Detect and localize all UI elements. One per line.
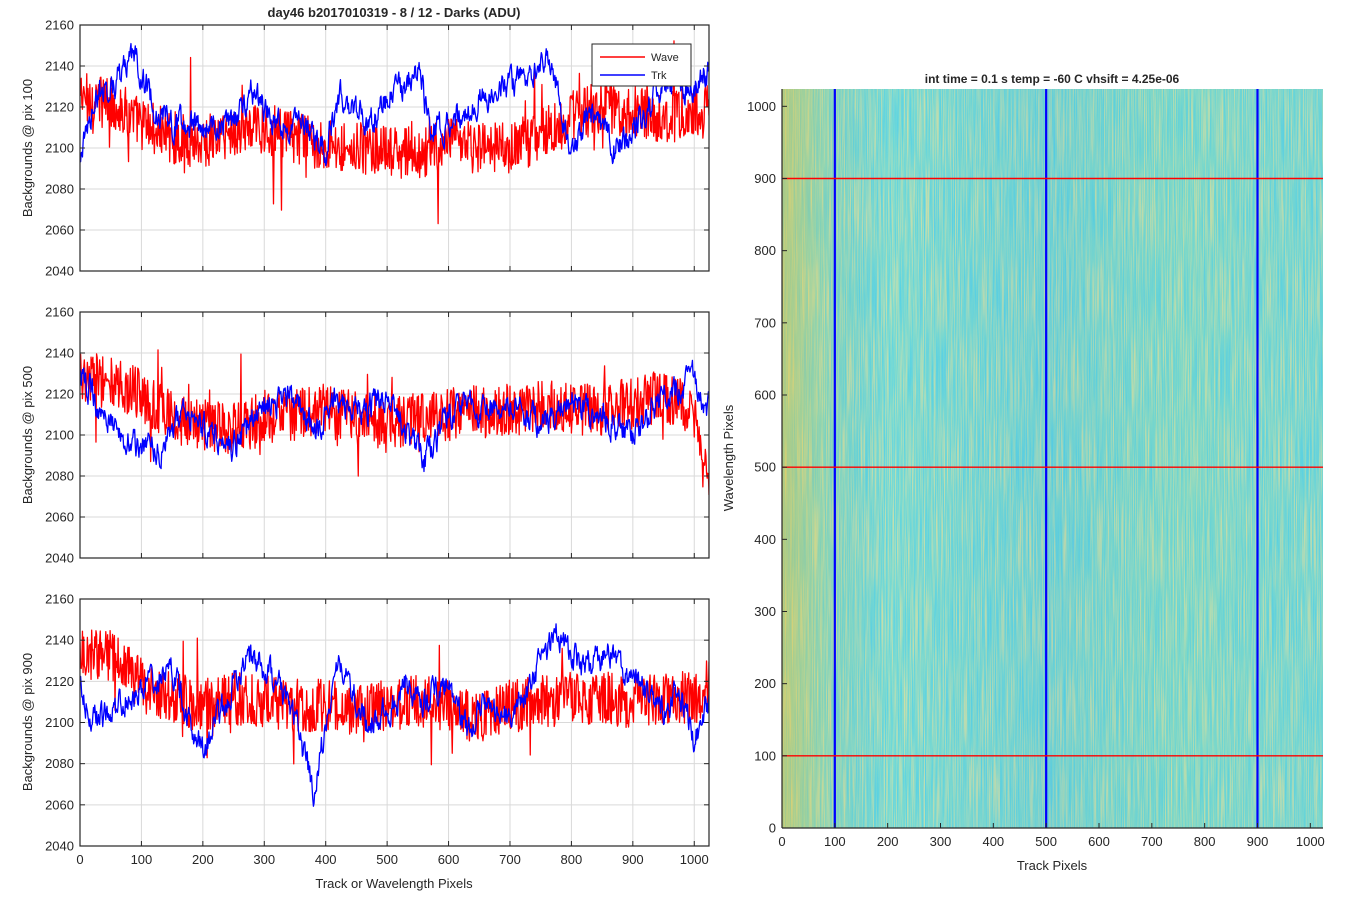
- x-tick-label: 900: [622, 852, 644, 867]
- heatmap-x-tick-label: 100: [824, 834, 846, 849]
- y-tick-label: 2060: [45, 223, 74, 238]
- series-line-wave: [80, 40, 709, 225]
- heatmap-x-tick-label: 400: [982, 834, 1004, 849]
- y-tick-label: 2100: [45, 141, 74, 156]
- y-tick-label: 2160: [45, 305, 74, 320]
- heatmap-y-tick-label: 300: [754, 604, 776, 619]
- y-tick-label: 2120: [45, 674, 74, 689]
- y-tick-label: 2040: [45, 551, 74, 566]
- x-tick-label: 300: [253, 852, 275, 867]
- x-tick-label: 200: [192, 852, 214, 867]
- x-tick-label: 0: [76, 852, 83, 867]
- y-tick-label: 2160: [45, 592, 74, 607]
- heatmap-y-tick-label: 800: [754, 243, 776, 258]
- x-tick-label: 1000: [680, 852, 709, 867]
- x-tick-label: 800: [561, 852, 583, 867]
- series-group: [80, 623, 709, 807]
- series-line-wave: [80, 629, 709, 766]
- series-line-trk: [80, 42, 709, 167]
- y-tick-label: 2140: [45, 633, 74, 648]
- y-tick-label: 2040: [45, 264, 74, 279]
- series-line-wave: [80, 349, 709, 495]
- legend: Wave Trk: [591, 43, 692, 87]
- heatmap-y-tick-label: 100: [754, 748, 776, 763]
- heatmap-x-tick-label: 1000: [1296, 834, 1325, 849]
- y-tick-label: 2140: [45, 346, 74, 361]
- x-tick-label: 400: [315, 852, 337, 867]
- y-tick-label: 2140: [45, 59, 74, 74]
- y-tick-label: 2060: [45, 797, 74, 812]
- plot-frame: [79, 598, 710, 847]
- heatmap-x-tick-label: 0: [778, 834, 785, 849]
- heatmap-x-tick-label: 200: [877, 834, 899, 849]
- y-tick-label: 2100: [45, 428, 74, 443]
- heatmap-y-tick-label: 700: [754, 315, 776, 330]
- heatmap-x-tick-label: 500: [1035, 834, 1057, 849]
- series-group: [80, 349, 709, 495]
- x-tick-label: 500: [376, 852, 398, 867]
- series-line-trk: [80, 623, 709, 807]
- heatmap-x-tick-label: 700: [1141, 834, 1163, 849]
- heatmap-x-tick-label: 300: [930, 834, 952, 849]
- heatmap-y-tick-label: 400: [754, 532, 776, 547]
- ticks: 0 100 200 300 400 500 600 700 800 900 1000 2040 2060…: [45, 592, 709, 867]
- y-tick-label: 2080: [45, 756, 74, 771]
- legend-box: [591, 43, 692, 87]
- heatmap-y-tick-label: 900: [754, 171, 776, 186]
- heatmap-y-tick-label: 200: [754, 676, 776, 691]
- heatmap-ticks: 0 100 200 300 400 500 600 700 800 900 1000 0 100 200 3…: [747, 99, 1325, 849]
- y-tick-label: 2080: [45, 469, 74, 484]
- heatmap-x-axis-label: Track Pixels: [1017, 858, 1088, 873]
- y-tick-label: 2120: [45, 100, 74, 115]
- heatmap-y-tick-label: 600: [754, 387, 776, 402]
- heatmap-y-tick-label: 500: [754, 460, 776, 475]
- line-plot-pix-900: 0 100 200 300 400 500 600 700 800 900 1000 2040 2060…: [20, 592, 710, 891]
- y-axis-label: Backgrounds @ pix 900: [20, 653, 35, 791]
- heatmap-tint: [782, 89, 1323, 828]
- heatmap-x-tick-label: 800: [1194, 834, 1216, 849]
- y-axis-label: Backgrounds @ pix 100: [20, 79, 35, 217]
- legend-label-trk: Trk: [651, 70, 667, 82]
- y-tick-label: 2040: [45, 839, 74, 854]
- heatmap-y-tick-label: 0: [769, 821, 776, 836]
- plot-frame: [79, 24, 710, 272]
- figure-title: day46 b2017010319 - 8 / 12 - Darks (ADU): [268, 5, 521, 20]
- x-tick-label: 600: [438, 852, 460, 867]
- y-tick-label: 2100: [45, 715, 74, 730]
- line-plot-pix-100: 2040 2060 2080 2100 2120 2140 2160 Backgrounds…: [20, 18, 710, 279]
- y-axis-label: Backgrounds @ pix 500: [20, 366, 35, 504]
- legend-label-wave: Wave: [651, 52, 679, 64]
- y-tick-label: 2080: [45, 182, 74, 197]
- x-tick-label: 100: [131, 852, 153, 867]
- series-line-trk: [80, 359, 709, 473]
- heatmap-x-tick-label: 600: [1088, 834, 1110, 849]
- heatmap-y-tick-label: 1000: [747, 99, 776, 114]
- y-tick-label: 2120: [45, 387, 74, 402]
- heatmap-y-axis-label: Wavelength Pixels: [721, 404, 736, 511]
- heatmap-x-tick-label: 900: [1247, 834, 1269, 849]
- x-axis-label: Track or Wavelength Pixels: [315, 876, 473, 891]
- series-group: [80, 40, 709, 225]
- y-tick-label: 2060: [45, 510, 74, 525]
- heatmap-marker-lines: [782, 89, 1323, 828]
- x-tick-label: 700: [499, 852, 521, 867]
- ticks: 2040 2060 2080 2100 2120 2140 2160: [45, 18, 709, 279]
- y-tick-label: 2160: [45, 18, 74, 33]
- heatmap-image: [782, 89, 1323, 828]
- heatmap-plot: int time = 0.1 s temp = -60 C vhsift = 4…: [721, 72, 1325, 873]
- plot-frame: [79, 311, 710, 559]
- line-plot-pix-500: 2040 2060 2080 2100 2120 2140 2160 Backgrounds…: [20, 305, 710, 566]
- heatmap-title: int time = 0.1 s temp = -60 C vhsift = 4…: [925, 72, 1180, 86]
